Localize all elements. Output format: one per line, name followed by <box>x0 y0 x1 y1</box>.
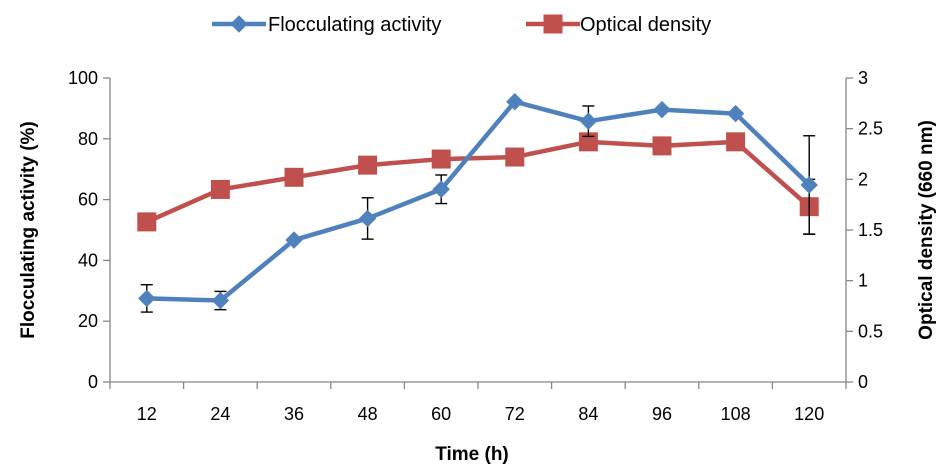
y-right-tick-label: 2.5 <box>858 119 883 139</box>
x-tick-label: 96 <box>652 404 672 424</box>
data-point <box>653 100 671 119</box>
legend-item: Optical density <box>526 14 711 36</box>
y-left-tick-label: 40 <box>78 250 98 270</box>
y-left-tick-label: 0 <box>88 372 98 392</box>
y-left-tick-label: 60 <box>78 190 98 210</box>
x-tick-label: 120 <box>794 404 824 424</box>
data-point <box>505 147 525 167</box>
y-left-tick-label: 80 <box>78 129 98 149</box>
data-point <box>284 167 304 187</box>
plot-area <box>137 93 819 313</box>
data-point <box>211 291 230 310</box>
legend: Flocculating activity Optical density <box>212 14 711 36</box>
series-flocculating-activity <box>138 93 818 313</box>
y-right-tick-label: 2 <box>858 169 868 189</box>
legend-label: Flocculating activity <box>268 14 441 36</box>
series-line <box>145 139 811 224</box>
legend-label: Optical density <box>580 14 711 36</box>
data-point <box>432 180 450 198</box>
data-point <box>800 176 818 194</box>
x-tick-label: 108 <box>721 404 751 424</box>
y-right-tick-label: 1.5 <box>858 220 883 240</box>
data-point <box>285 231 303 249</box>
x-tick-label: 36 <box>284 404 304 424</box>
x-tick-label: 60 <box>431 404 451 424</box>
data-point <box>652 136 672 156</box>
y-left-tick-label: 20 <box>78 311 98 331</box>
data-point <box>137 212 157 232</box>
data-point <box>138 289 156 308</box>
axes: 0 20 40 60 80 100 0 0.5 1 1.5 2 2.5 3 12 24 36 48 60 72 84 9… <box>68 68 883 424</box>
data-point <box>210 179 230 199</box>
legend-marker <box>543 14 563 34</box>
x-tick-label: 72 <box>505 404 525 424</box>
legend-item: Flocculating activity <box>212 14 441 36</box>
data-point <box>579 112 598 130</box>
x-tick-label: 24 <box>210 404 230 424</box>
y-left-axis-title: Flocculating activity (%) <box>18 121 39 338</box>
y-left-tick-label: 100 <box>68 68 98 88</box>
x-tick-label: 84 <box>578 404 598 424</box>
x-tick-label: 12 <box>137 404 157 424</box>
data-point <box>726 104 745 123</box>
y-right-axis-title: Optical density (660 nm) <box>916 120 937 340</box>
y-right-tick-label: 1 <box>858 271 868 291</box>
data-point <box>726 132 746 152</box>
data-point <box>358 209 377 228</box>
data-point <box>431 149 451 169</box>
series-line <box>146 99 811 303</box>
x-tick-label: 48 <box>358 404 378 424</box>
x-axis-title: Time (h) <box>435 444 509 465</box>
y-right-tick-label: 0 <box>858 372 868 392</box>
data-point <box>506 93 524 111</box>
y-right-tick-label: 0.5 <box>858 321 883 341</box>
data-point <box>358 155 378 175</box>
legend-marker <box>230 15 248 33</box>
y-right-tick-label: 3 <box>858 68 868 88</box>
